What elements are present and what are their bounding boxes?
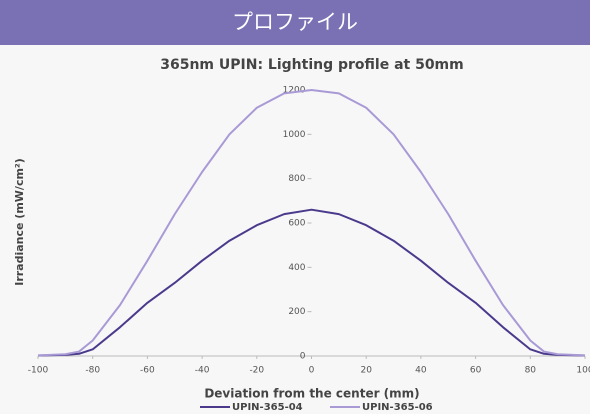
header-title: プロファイル (0, 0, 590, 45)
x-tick-label: -80 (85, 366, 100, 376)
x-axis-label: Deviation from the center (mm) (204, 387, 419, 401)
y-tick-label: 600 (288, 219, 305, 229)
x-tick-label: -100 (28, 366, 49, 376)
line (37, 208, 586, 357)
x-tick-label: -20 (249, 366, 264, 376)
legend-label: UPIN-365-06 (362, 402, 433, 413)
line (37, 89, 586, 357)
y-tick-label: 0 (300, 352, 306, 362)
x-tick-label: -60 (140, 366, 155, 376)
y-tick-label: 800 (288, 174, 305, 184)
x-tick-label: -40 (195, 366, 210, 376)
x-tick-label: 100 (576, 366, 590, 376)
x-tick-label: 0 (309, 366, 315, 376)
chart: 365nm UPIN: Lighting profile at 50mm Dev… (13, 57, 590, 413)
y-tick-label: 400 (288, 263, 305, 273)
y-axis-label: Irradiance (mW/cm²) (13, 158, 26, 286)
x-tick-label: 20 (360, 366, 372, 376)
legend-label: UPIN-365-04 (232, 402, 303, 413)
chart-title: 365nm UPIN: Lighting profile at 50mm (160, 57, 464, 73)
x-tick-label: 60 (470, 366, 482, 376)
y-tick-label: 200 (288, 307, 305, 317)
x-tick-label: 80 (525, 366, 537, 376)
y-tick-label: 1200 (283, 86, 306, 96)
y-tick-label: 1000 (283, 130, 306, 140)
x-tick-label: 40 (415, 366, 427, 376)
